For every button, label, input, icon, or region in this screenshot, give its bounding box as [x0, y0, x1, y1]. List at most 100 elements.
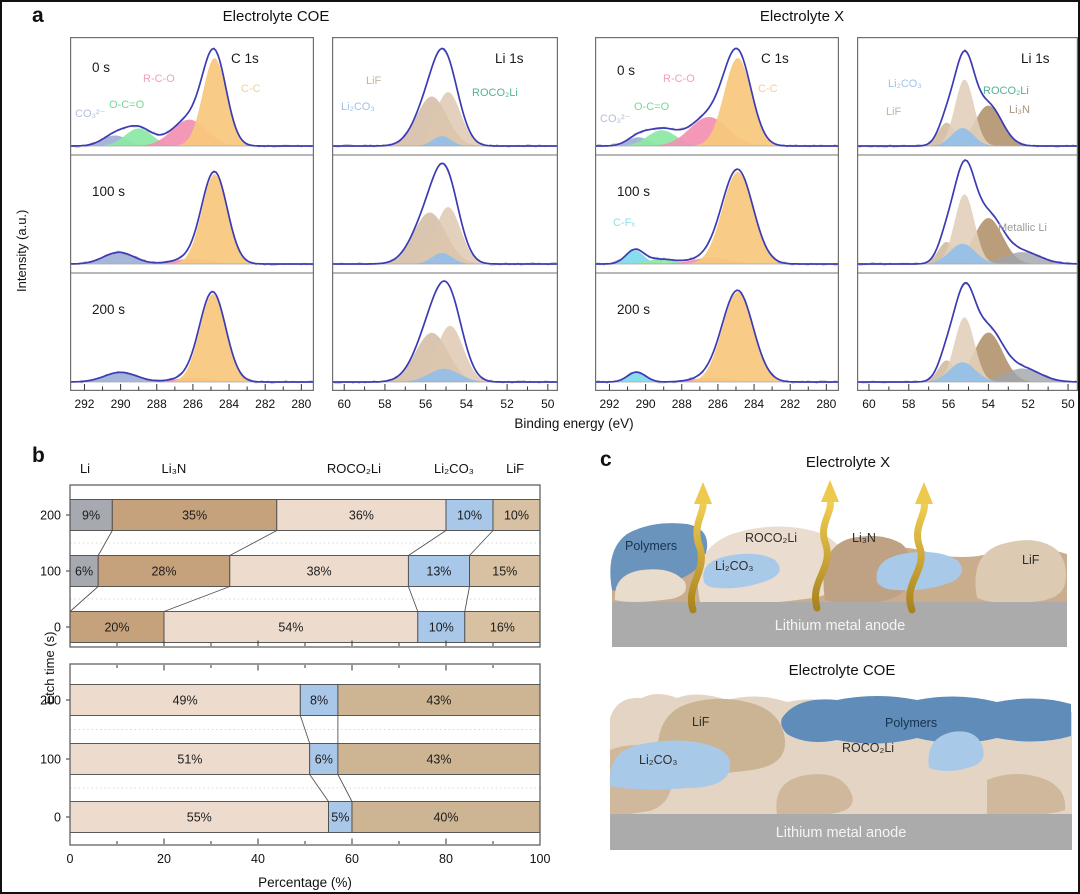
x-tick-label: 60 — [345, 852, 359, 866]
bar-value: 38% — [307, 565, 332, 579]
spectrum-row-0s: 0 s C 1s CO₃²⁻O-C=O R-C-O C-C — [594, 47, 839, 148]
y-tick-label: 0 — [54, 811, 61, 825]
panel-a-y-axis-label: Intensity (a.u.) — [14, 209, 29, 292]
lithium-anode-x — [612, 602, 1067, 647]
fit-envelope-line — [595, 168, 839, 265]
annotation-Li₃N: Li₃N — [1009, 104, 1030, 116]
bar-segment-Li₂CO₃-0 — [417, 611, 466, 643]
x-tick-label: 288 — [147, 397, 167, 411]
annotation-Li1s: Li 1s — [1021, 51, 1050, 66]
bar-value: 49% — [173, 694, 198, 708]
x-tick-label: 282 — [780, 397, 800, 411]
x-tick-label: 280 — [291, 397, 311, 411]
spectrum-row-100s: 100 s — [69, 170, 314, 266]
annotation-C-C: C-C — [758, 83, 778, 95]
series-header-Li₂CO₃: Li₂CO₃ — [434, 461, 474, 476]
spectra-column-c1s-x: 0 s C 1s CO₃²⁻O-C=O R-C-O C-C 100 s C-Fₓ 200 s 2… — [594, 37, 840, 411]
bar-segment-Li₂CO₃-100 — [407, 555, 470, 587]
annotation-Li1s: Li 1s — [495, 51, 524, 66]
bar-segment-Li₃N-100 — [97, 555, 231, 587]
tan-patch-coe-right — [987, 774, 1066, 815]
li3n-label-x: Li₃N — [852, 531, 876, 545]
bar-segment-LiF-200 — [337, 684, 541, 716]
bar-value: 43% — [426, 694, 451, 708]
panel-c-schematic: Polymers ROCO₂Li Li₂CO₃ Li₃N LiF Lithium… — [609, 480, 1072, 850]
bar-value: 5% — [331, 811, 349, 825]
fit-envelope-line — [70, 47, 314, 147]
bar-value: 10% — [457, 509, 482, 523]
peak-CO₃²⁻ — [70, 252, 314, 264]
bar-segment-LiF-100 — [337, 743, 541, 775]
x-tick-label: 52 — [1022, 397, 1036, 411]
bar-value: 16% — [490, 621, 515, 635]
x-tick-label: 52 — [500, 397, 514, 411]
x-tick-label: 50 — [1061, 397, 1075, 411]
x-tick-label: 288 — [672, 397, 692, 411]
bar-value: 6% — [315, 753, 333, 767]
bar-segment-ROCO₂Li-0 — [163, 611, 419, 643]
peak-Li₂CO₃ — [857, 243, 1078, 264]
lif-label-x: LiF — [1022, 553, 1040, 567]
anode-label-x: Lithium metal anode — [775, 618, 906, 634]
li2co3-blob-x-left — [703, 553, 780, 589]
tan-patch-coe-center — [776, 774, 853, 814]
bar-segment-LiF-100 — [469, 555, 541, 587]
bar-value: 10% — [429, 621, 454, 635]
fit-envelope-line — [595, 289, 839, 383]
peak-Li₂CO₃ — [857, 362, 1078, 382]
peak-O-C=O — [595, 130, 839, 146]
bar-value: 35% — [182, 509, 207, 523]
spectra-column-li1s-x: Li 1s Li₂CO₃ ROCO₂Li LiF Li₃N Metallic Li 50 52… — [856, 37, 1078, 411]
bar-chart-top: 9% 35% 36% 10% 10% 200 6% 28% 38% 13% 15% 100 20% 54%… — [40, 461, 541, 648]
bar-value: 9% — [82, 509, 100, 523]
x-tick-label: 282 — [255, 397, 275, 411]
connector-line — [309, 774, 329, 802]
sei-schematic-electrolyte-coe: LiF Polymers ROCO₂Li Li₂CO₃ Lithium meta… — [609, 694, 1072, 850]
bar-value: 54% — [278, 621, 303, 635]
x-tick-label: 60 — [338, 397, 352, 411]
axes-frame — [857, 37, 1078, 391]
x-tick-label: 292 — [74, 397, 94, 411]
spectrum-row-0s: Li 1s LiF Li₂CO₃ ROCO₂Li — [331, 47, 558, 148]
connector-line — [69, 586, 99, 612]
lif-label-coe: LiF — [692, 715, 710, 729]
panel-c-letter: c — [600, 448, 612, 471]
x-tick-label: 58 — [902, 397, 916, 411]
spectrum-row-100s: Metallic Li — [856, 159, 1078, 266]
x-axis-label: Percentage (%) — [258, 875, 352, 890]
fit-envelope-line — [332, 280, 558, 383]
y-tick-label: 200 — [40, 509, 61, 523]
connector-line — [337, 774, 353, 802]
li2co3-blob-coe-right — [928, 731, 984, 771]
sei-schematic-electrolyte-x: Polymers ROCO₂Li Li₂CO₃ Li₃N LiF Lithium… — [610, 480, 1067, 647]
annotation-0s: 0 s — [617, 63, 635, 78]
bar-segment-Li₂CO₃-200 — [445, 499, 494, 531]
peak-ROCO₂Li — [332, 92, 558, 146]
annotation-100s: 100 s — [617, 184, 650, 199]
group-title-electrolyte-coe: Electrolyte COE — [222, 8, 330, 25]
x-tick-label: 58 — [378, 397, 392, 411]
x-tick-label: 286 — [708, 397, 728, 411]
axes-frame — [70, 37, 315, 391]
peak-C-C — [70, 174, 314, 264]
bar-chart-bottom: 49% 8% 43% 200 51% 6% 43% 100 55% 5% 40% 0 0 20 40 60 80… — [40, 663, 550, 890]
bar-segment-Li₂CO₃-200 — [299, 684, 339, 716]
connector-line — [97, 530, 113, 556]
x-tick-label: 284 — [219, 397, 239, 411]
gas-arrow-3 — [906, 498, 928, 614]
peak-Metallic Li — [857, 252, 1078, 264]
panel-c-title-electrolyte-x: Electrolyte X — [805, 454, 891, 471]
spectra-column-li1s-coe: Li 1s LiF Li₂CO₃ ROCO₂Li 50 52 54 56 58 60 — [331, 37, 559, 411]
anode-label-coe: Lithium metal anode — [776, 825, 907, 841]
peak-Li₂CO₃ — [332, 253, 558, 264]
bar-value: 10% — [504, 509, 529, 523]
annotation-LiF: LiF — [366, 75, 382, 87]
connector-line — [163, 586, 230, 612]
bar-value: 55% — [187, 811, 212, 825]
annotation-C1s: C 1s — [761, 51, 789, 66]
peak-ROCO₂Li — [857, 194, 1078, 264]
x-tick-label: 40 — [251, 852, 265, 866]
li2co3-blob-coe-left — [609, 740, 731, 790]
